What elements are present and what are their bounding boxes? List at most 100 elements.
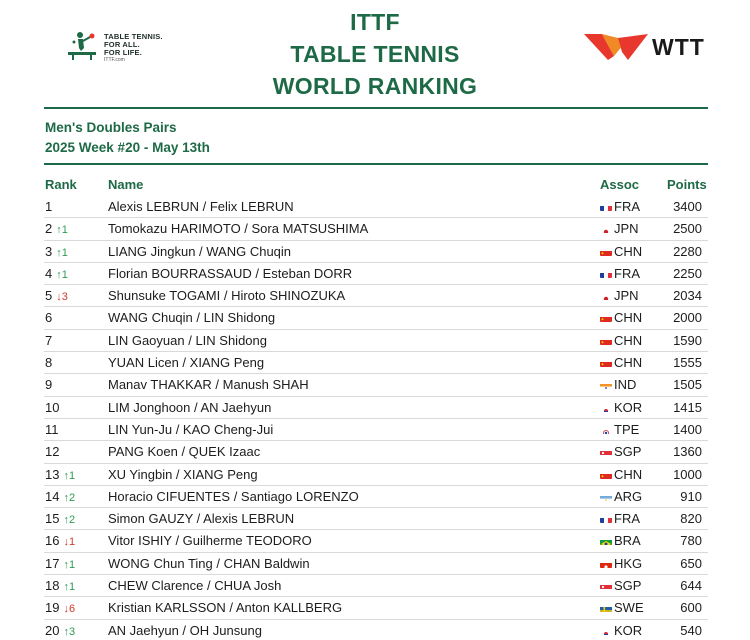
assoc-code: KOR (614, 399, 643, 415)
rank-down-indicator: ↓3 (56, 291, 68, 304)
flag-cn-icon (600, 314, 612, 323)
points-cell: 1555 (673, 355, 702, 371)
assoc-code: JPN (614, 288, 639, 304)
pair-name: Tomokazu HARIMOTO / Sora MATSUSHIMA (108, 221, 369, 237)
rank-number: 1 (45, 199, 53, 214)
assoc-cell: CHN (600, 332, 643, 348)
rank-number: 7 (45, 332, 53, 348)
assoc-code: CHN (614, 243, 643, 259)
header-divider (44, 107, 708, 109)
table-row: 13 ↑1 XU Yingbin / XIANG Peng CHN 1000 (44, 464, 708, 486)
pair-name: LIN Gaoyuan / LIN Shidong (108, 332, 267, 348)
pair-name: Kristian KARLSSON / Anton KALLBERG (108, 600, 343, 616)
pair-name: Vitor ISHIY / Guilherme TEODORO (108, 533, 312, 549)
rank-number: 10 (45, 399, 60, 415)
flag-jp-icon (600, 225, 612, 234)
rank-number: 19 (45, 600, 60, 616)
rank-up-indicator: ↑1 (63, 581, 76, 594)
rank-number: 8 (45, 355, 53, 371)
assoc-code: CHN (614, 466, 643, 482)
table-row: 3 ↑1 LIANG Jingkun / WANG Chuqin CHN 2280 (44, 241, 708, 263)
points-cell: 600 (680, 600, 702, 616)
flag-ar-icon (600, 493, 612, 501)
pair-name: PANG Koen / QUEK Izaac (108, 444, 261, 460)
pair-name: Alexis LEBRUN / Felix LEBRUN (108, 199, 294, 214)
assoc-cell: KOR (600, 623, 642, 638)
flag-cn-icon (600, 359, 612, 368)
pair-name: LIANG Jingkun / WANG Chuqin (108, 243, 292, 259)
pair-name: Simon GAUZY / Alexis LEBRUN (108, 511, 295, 527)
flag-fr-icon (600, 515, 612, 524)
assoc-cell: CHN (600, 356, 642, 370)
wtt-logo-text: WTT (652, 34, 705, 60)
table-row: 9 Manav THAKKAR / Manush SHAH IND 1505 (44, 374, 708, 397)
points-cell: 1505 (673, 377, 702, 393)
assoc-code: BRA (614, 533, 641, 549)
rank-number: 5 (45, 288, 53, 304)
points-cell: 2034 (673, 288, 702, 304)
flag-sg-icon (600, 582, 612, 591)
rank-cell: 8 (45, 356, 52, 370)
flag-kr-icon (600, 627, 612, 635)
table-row: 1 Alexis LEBRUN / Felix LEBRUN FRA 3400 (44, 196, 708, 219)
column-header-assoc: Assoc (600, 177, 640, 192)
rank-up-indicator: ↑3 (63, 625, 76, 638)
flag-cn-icon (600, 471, 612, 479)
pair-name: YUAN Licen / XIANG Peng (108, 355, 265, 371)
assoc-code: CHN (614, 332, 643, 348)
pair-name: XU Yingbin / XIANG Peng (108, 466, 258, 482)
points-cell: 1360 (673, 444, 702, 460)
pair-name: LIN Yun-Ju / KAO Cheng-Jui (108, 421, 274, 437)
table-row: 15 ↑2 Simon GAUZY / Alexis LEBRUN FRA 820 (44, 508, 708, 531)
flag-se-icon (600, 604, 612, 613)
rank-cell: 2 ↑1 (45, 222, 68, 237)
rank-cell: 20 ↑3 (45, 623, 76, 639)
assoc-cell: IND (600, 378, 636, 392)
flag-fr-icon (600, 270, 612, 278)
column-header-name: Name (108, 177, 144, 192)
assoc-cell: SWE (600, 601, 644, 615)
assoc-code: FRA (614, 265, 640, 281)
rank-number: 17 (45, 555, 60, 571)
assoc-code: JPN (614, 221, 639, 237)
assoc-code: CHN (614, 355, 643, 371)
rank-cell: 17 ↑1 (45, 555, 76, 572)
assoc-code: FRA (614, 199, 640, 214)
table-row: 14 ↑2 Horacio CIFUENTES / Santiago LORENZO… (44, 486, 708, 509)
rank-up-indicator: ↑1 (56, 268, 68, 281)
rank-cell: 5 ↓3 (45, 289, 68, 304)
title-line-ittf: ITTF (350, 9, 400, 35)
points-cell: 820 (680, 511, 702, 527)
subtitle-divider (44, 163, 708, 165)
rank-up-indicator: ↑1 (63, 469, 76, 482)
assoc-cell: CHN (600, 311, 642, 325)
points-cell: 540 (680, 622, 702, 638)
ittf-logo-url: ITTF.com (104, 57, 125, 63)
assoc-cell: TPE (600, 422, 639, 437)
pair-name: Horacio CIFUENTES / Santiago LORENZO (108, 488, 359, 504)
rank-cell: 16 ↓1 (45, 534, 75, 549)
rank-cell: 14 ↑2 (45, 488, 75, 505)
flag-kr-icon (600, 404, 612, 412)
rank-cell: 19 ↓6 (45, 601, 75, 616)
table-row: 20 ↑3 AN Jaehyun / OH Junsung KOR 540 (44, 620, 708, 640)
assoc-cell: CHN (600, 466, 643, 482)
assoc-cell: SGP (600, 445, 641, 459)
points-cell: 1400 (673, 421, 702, 437)
assoc-code: FRA (614, 511, 640, 527)
rank-down-indicator: ↓1 (63, 536, 76, 549)
table-row: 18 ↑1 CHEW Clarence / CHUA Josh SGP 644 (44, 575, 708, 598)
rank-cell: 4 ↑1 (45, 266, 68, 282)
rank-up-indicator: ↑1 (63, 558, 76, 571)
rank-up-indicator: ↑1 (56, 224, 68, 237)
wtt-wing-icon (584, 34, 648, 60)
table-row: 19 ↓6 Kristian KARLSSON / Anton KALLBERG SW… (44, 597, 708, 620)
rank-cell: 3 ↑1 (45, 244, 68, 260)
pair-name: AN Jaehyun / OH Junsung (108, 622, 262, 638)
ittf-logo-text: TABLE TENNIS. FOR ALL. FOR LIFE. (104, 32, 163, 57)
rank-number: 6 (45, 310, 53, 326)
rank-number: 14 (45, 488, 60, 504)
title-line-sport: TABLE TENNIS (290, 41, 460, 67)
flag-fr-icon (600, 203, 612, 211)
table-row: 2 ↑1 Tomokazu HARIMOTO / Sora MATSUSHIMA JP… (44, 218, 708, 241)
